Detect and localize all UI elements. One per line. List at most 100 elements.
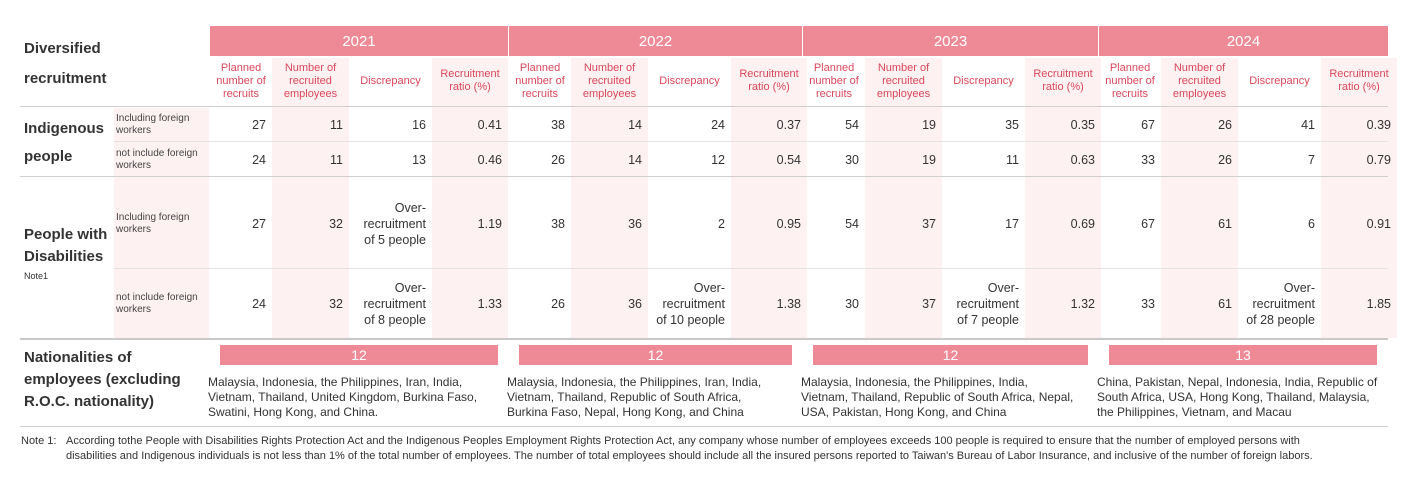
note-ref: Note1	[24, 271, 49, 281]
table-cell-planned: 67	[1141, 118, 1155, 132]
cell-line: Over-	[394, 281, 426, 295]
table-cell-ratio: 1.32	[1070, 297, 1095, 311]
table-cell-discrepancy: 13	[412, 153, 426, 167]
column-band	[731, 58, 807, 338]
column-header-line: Discrepancy	[953, 74, 1014, 87]
table-cell-planned: 24	[252, 297, 266, 311]
rule-bottom	[20, 426, 1388, 427]
column-header-recruited: Number of recruited employees	[1161, 58, 1238, 104]
table-cell-ratio: 0.63	[1070, 153, 1095, 167]
table-cell-ratio: 0.41	[477, 118, 502, 132]
rule-indigenous-end	[20, 176, 1388, 177]
column-header-recruited: Number of recruited employees	[865, 58, 942, 104]
row-sublabel-line: Including foreign	[116, 212, 190, 223]
table-cell-recruited: 26	[1218, 153, 1232, 167]
column-header-line: recruits	[815, 87, 853, 100]
column-header-line: recruits	[1111, 87, 1149, 100]
table-cell-planned: 54	[845, 217, 859, 231]
column-header-line: Recruitment	[1033, 68, 1093, 80]
column-header-planned: Planned number of recruits	[803, 58, 865, 104]
table-cell-planned: 38	[551, 217, 565, 231]
indigenous-label: Indigenous people	[24, 120, 104, 165]
column-header-line: recruited	[882, 74, 925, 87]
table-cell-discrepancy: 16	[412, 118, 426, 132]
table-cell-discrepancy: Over-recruitment of 5 people	[349, 178, 426, 270]
cell-line: Over-	[987, 281, 1019, 295]
table-cell-planned: 24	[252, 153, 266, 167]
table-cell-planned: 26	[551, 153, 565, 167]
table-cell-planned: 33	[1141, 153, 1155, 167]
table-cell-ratio: 1.33	[477, 297, 502, 311]
table-cell-discrepancy: Over-recruitment of 28 people	[1238, 270, 1315, 338]
nationality-count: 12	[220, 345, 498, 365]
table-cell-recruited: 61	[1218, 297, 1232, 311]
table-cell-recruited: 36	[628, 217, 642, 231]
column-header-line: Discrepancy	[360, 74, 421, 87]
row-sublabel-line: Including foreign	[116, 113, 190, 124]
cell-line: Over-	[693, 281, 725, 295]
row-sublabel: not include foreign workers	[116, 292, 211, 316]
column-header-line: ratio (%)	[1042, 81, 1084, 93]
column-header-line: ratio (%)	[449, 81, 491, 93]
cell-line: 6	[1308, 217, 1315, 231]
nationality-list-line: Burkina Faso, Nepal, Hong Kong, and Chin…	[507, 405, 744, 419]
sublabel-band	[114, 108, 209, 338]
row-sublabel: Including foreign workers	[116, 212, 211, 236]
column-band	[1321, 58, 1397, 338]
cell-line: of 10 people	[656, 313, 725, 327]
footnote-text: According tothe People with Disabilities…	[66, 435, 1313, 462]
row-sublabel: Including foreign workers	[116, 113, 211, 137]
column-header-ratio: Recruitment ratio (%)	[1321, 58, 1397, 104]
table-cell-ratio: 1.19	[477, 217, 502, 231]
row-sublabel-line: workers	[116, 304, 152, 315]
column-header-ratio: Recruitment ratio (%)	[432, 58, 508, 104]
column-band	[571, 58, 648, 338]
table-cell-discrepancy: 11	[1006, 153, 1019, 167]
footnote-label: Note 1:	[21, 435, 57, 447]
table-cell-planned: 30	[845, 297, 859, 311]
column-header-line: employees	[283, 87, 338, 100]
table-cell-discrepancy: 24	[711, 118, 725, 132]
cell-line: of 5 people	[364, 233, 426, 247]
table-cell-planned: 33	[1141, 297, 1155, 311]
table-cell-discrepancy: 6	[1238, 178, 1315, 270]
nationality-count: 13	[1109, 345, 1377, 365]
column-band	[1161, 58, 1238, 338]
nationality-list-line: Vietnam, Thailand, United Kingdom, Burki…	[208, 390, 478, 404]
table-cell-discrepancy: Over-recruitment of 7 people	[942, 270, 1019, 338]
cell-line: recruitment	[363, 297, 426, 311]
column-header-line: Planned	[813, 61, 855, 74]
table-cell-ratio: 0.39	[1366, 118, 1391, 132]
column-header-line: number of	[1105, 74, 1155, 87]
table-cell-recruited: 32	[329, 297, 343, 311]
cell-line: Over-	[1283, 281, 1315, 295]
cell-line: of 8 people	[364, 313, 426, 327]
disabilities-label: People with Disabilities	[24, 226, 108, 265]
row-sublabel-line: workers	[116, 224, 152, 235]
table-cell-recruited: 19	[922, 153, 936, 167]
column-header-planned: Planned number of recruits	[509, 58, 571, 104]
nationality-count: 12	[519, 345, 792, 365]
column-header-line: Recruitment	[739, 68, 799, 80]
column-header-recruited: Number of recruited employees	[272, 58, 349, 104]
table-cell-discrepancy: 7	[1308, 153, 1315, 167]
year-header-2021: 2021	[210, 26, 508, 56]
row-sublabel-line: workers	[116, 160, 152, 171]
column-header-line: number of	[809, 74, 859, 87]
nationality-list-line: Malaysia, Indonesia, the Philippines, Ir…	[507, 375, 762, 389]
table-cell-ratio: 0.54	[776, 153, 801, 167]
table-cell-planned: 30	[845, 153, 859, 167]
cell-line: Over-	[394, 201, 426, 215]
column-header-ratio: Recruitment ratio (%)	[1025, 58, 1101, 104]
nationality-list-line: South Africa, USA, Hong Kong, Thailand, …	[1097, 390, 1370, 404]
rule-indigenous-mid	[114, 141, 1388, 142]
table-cell-planned: 54	[845, 118, 859, 132]
table-cell-discrepancy: 12	[711, 153, 725, 167]
column-header-line: Number of	[284, 61, 337, 74]
column-band	[865, 58, 942, 338]
column-header-line: Number of	[1173, 61, 1226, 74]
column-header-line: Discrepancy	[1249, 74, 1310, 87]
table-cell-recruited: 37	[922, 297, 936, 311]
column-header-line: Recruitment	[1329, 68, 1389, 80]
nationality-list: China, Pakistan, Nepal, Indonesia, India…	[1097, 375, 1385, 420]
